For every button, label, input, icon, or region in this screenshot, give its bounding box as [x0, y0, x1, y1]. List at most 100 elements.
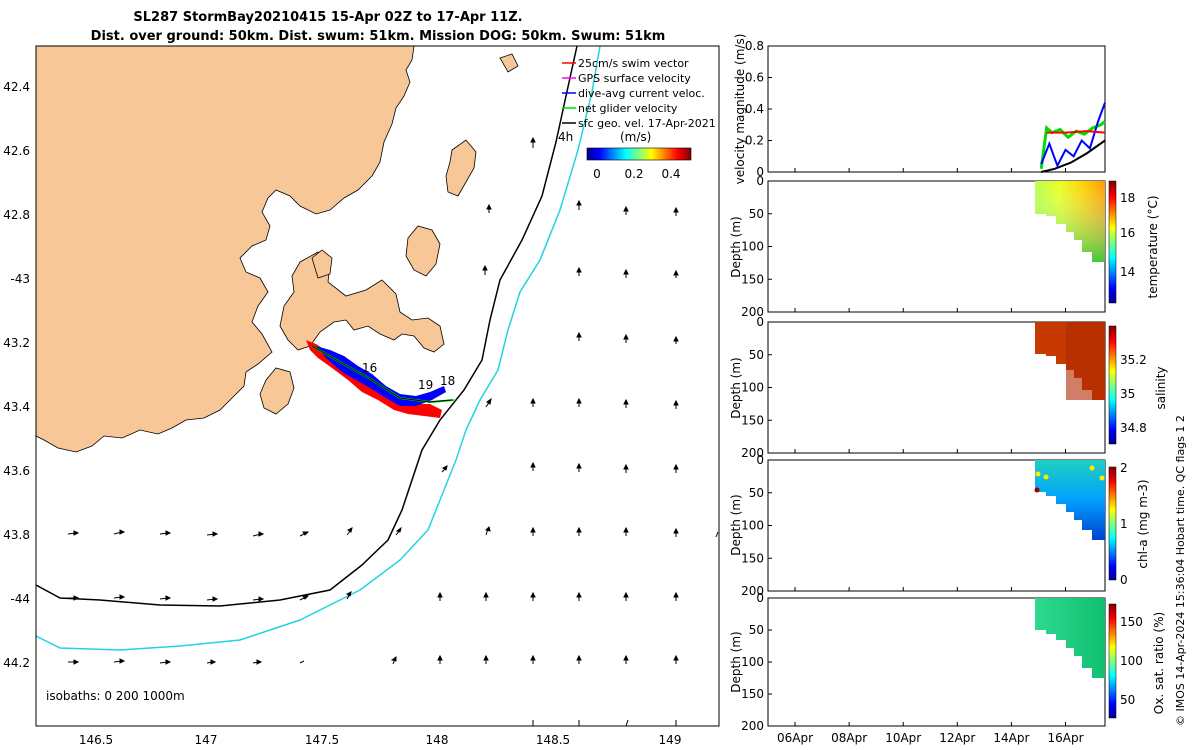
- date-x-ticks: 06Apr 08Apr 10Apr 12Apr 14Apr 16Apr: [777, 168, 1084, 745]
- map-ytick: 43.4: [3, 400, 30, 414]
- velocity-ytick: 0.4: [745, 102, 764, 116]
- glider-track: 16 19 18: [306, 340, 455, 418]
- date-xtick: 08Apr: [831, 731, 867, 745]
- isobath-label: isobaths: 0 200 1000m: [46, 689, 185, 703]
- temperature-cbar-tick: 18: [1120, 191, 1135, 205]
- oxygen-section: [1035, 598, 1105, 678]
- oxygen-cbar-tick: 150: [1120, 615, 1143, 629]
- temperature-panel: 18 16 14 temperature (°C) Depth (m): [729, 180, 1160, 313]
- land-maria-island: [445, 139, 477, 197]
- oxygen-panel: 150 100 50 Ox. sat. ratio (%) Depth (m): [729, 597, 1166, 727]
- chl-a-cbar-label: chl-a (mg m-3): [1136, 479, 1150, 568]
- footer-credit: © IMOS 14-Apr-2024 15:36:04 Hobart time.…: [1174, 415, 1187, 726]
- depth-y-ticks: 0501001502000501001502000501001502000501…: [741, 174, 772, 733]
- depth-ytick: 0: [756, 591, 764, 605]
- title-line-2: Dist. over ground: 50km. Dist. swum: 51k…: [91, 29, 666, 44]
- chl-a-point: [1043, 474, 1049, 480]
- velocity-ytick: 0: [756, 165, 764, 179]
- salinity-cbar-label: salinity: [1154, 366, 1168, 409]
- depth-ytick: 150: [741, 551, 764, 565]
- depth-ytick: 100: [741, 519, 764, 533]
- legend-sfc-velocity: sfc geo. vel. 17-Apr-2021: [578, 117, 716, 130]
- map-ytick: 43.8: [3, 528, 30, 542]
- depth-ytick: 100: [741, 381, 764, 395]
- map-ytick: 44.2: [3, 656, 30, 670]
- map-legend: 25cm/s swim vector GPS surface velocity …: [558, 57, 716, 181]
- chl-a-colorbar: [1108, 466, 1117, 581]
- depth-ytick: 50: [749, 486, 764, 500]
- depth-ytick: 200: [741, 305, 764, 319]
- colorbar-tick-1: 0.2: [624, 167, 643, 181]
- depth-ytick: 0: [756, 174, 764, 188]
- depth-ytick: 100: [741, 655, 764, 669]
- map-frame: [35, 45, 720, 727]
- chl-a-panel: 2 1 0 chl-a (mg m-3) Depth (m): [729, 459, 1150, 592]
- velocity-series: [1039, 102, 1106, 173]
- land-small-island-1: [311, 249, 333, 279]
- velocity-panel: 0 0.2 0.4 0.6 0.8 velocity magnitude (m/s): [733, 34, 1106, 185]
- map-ytick: 43.2: [3, 336, 30, 350]
- map-ytick: -44: [10, 592, 30, 606]
- velocity-ytick: 0.8: [745, 39, 764, 53]
- land-schouten-island: [405, 225, 441, 277]
- legend-current-velocity: dive-avg current veloc.: [578, 87, 705, 100]
- salinity-section-shade: [1066, 322, 1105, 400]
- depth-ytick: 0: [756, 315, 764, 329]
- depth-ytick: 100: [741, 240, 764, 254]
- temperature-section-deep: [1035, 181, 1105, 262]
- date-xtick: 16Apr: [1047, 731, 1083, 745]
- track-label-18: 18: [440, 374, 455, 388]
- depth-ytick: 50: [749, 623, 764, 637]
- chl-a-point: [1034, 487, 1040, 493]
- chl-a-section: [1035, 460, 1105, 540]
- depth-ytick: 150: [741, 272, 764, 286]
- map-y-ticks: 42.4 42.6 42.8 -43 43.2 43.4 43.6 43.8 -…: [3, 80, 30, 670]
- depth-ytick: 0: [756, 453, 764, 467]
- colorbar-unit: (m/s): [620, 130, 651, 144]
- chl-a-point: [1099, 475, 1105, 481]
- map-x-ticks: 146.5 147 147.5 148 148.5 149: [79, 733, 682, 747]
- temperature-cbar-tick: 16: [1120, 226, 1135, 240]
- chl-a-cbar-tick: 1: [1120, 517, 1128, 531]
- map-ytick: 42.4: [3, 80, 30, 94]
- map-ytick: 42.8: [3, 208, 30, 222]
- oxygen-cbar-tick: 50: [1120, 693, 1135, 707]
- colorbar-tick-2: 0.4: [661, 167, 680, 181]
- legend-net-velocity: net glider velocity: [578, 102, 678, 115]
- land-tasmania: [36, 46, 415, 453]
- land-islet-ne: [499, 53, 519, 73]
- oxygen-colorbar: [1108, 603, 1117, 719]
- salinity-ylabel: Depth (m): [729, 357, 743, 418]
- legend-gps-velocity: GPS surface velocity: [578, 72, 691, 85]
- salinity-panel: 35.2 35 34.8 salinity Depth (m): [729, 321, 1168, 454]
- colorbar-tick-0: 0: [593, 167, 601, 181]
- map-xtick: 147.5: [305, 733, 339, 747]
- depth-ytick: 200: [741, 584, 764, 598]
- velocity-line-25cm-s-swim-vector: [1046, 130, 1106, 134]
- track-current-vectors: [316, 346, 446, 406]
- map-panel: 16 19 18 25cm/s swim vector GPS surface …: [3, 45, 720, 747]
- title-line-1: SL287 StormBay20210415 15-Apr 02Z to 17-…: [133, 10, 522, 25]
- velocity-y-ticks: 0 0.2 0.4 0.6 0.8: [745, 39, 772, 179]
- oxygen-cbar-tick: 100: [1120, 654, 1143, 668]
- velocity-ytick: 0.6: [745, 71, 764, 85]
- depth-ytick: 50: [749, 207, 764, 221]
- legend-swim-vector: 25cm/s swim vector: [578, 57, 689, 70]
- track-label-4h: 4h: [558, 130, 573, 144]
- oxygen-cbar-label: Ox. sat. ratio (%): [1152, 612, 1166, 714]
- land-bruny-island: [259, 367, 295, 415]
- salinity-cbar-tick: 35.2: [1120, 353, 1147, 367]
- depth-ytick: 150: [741, 687, 764, 701]
- depth-panels: 18 16 14 temperature (°C) Depth (m) 35.2…: [729, 180, 1168, 727]
- map-xtick: 149: [659, 733, 682, 747]
- map-xtick: 148.5: [536, 733, 570, 747]
- chl-a-point: [1089, 465, 1095, 471]
- date-xtick: 12Apr: [939, 731, 975, 745]
- temperature-cbar-tick: 14: [1120, 265, 1135, 279]
- speed-colorbar: [586, 147, 692, 161]
- depth-ytick: 200: [741, 719, 764, 733]
- chl-a-point: [1035, 471, 1041, 477]
- temperature-cbar-label: temperature (°C): [1146, 196, 1160, 299]
- velocity-ylabel: velocity magnitude (m/s): [733, 34, 747, 185]
- chl-a-ylabel: Depth (m): [729, 494, 743, 555]
